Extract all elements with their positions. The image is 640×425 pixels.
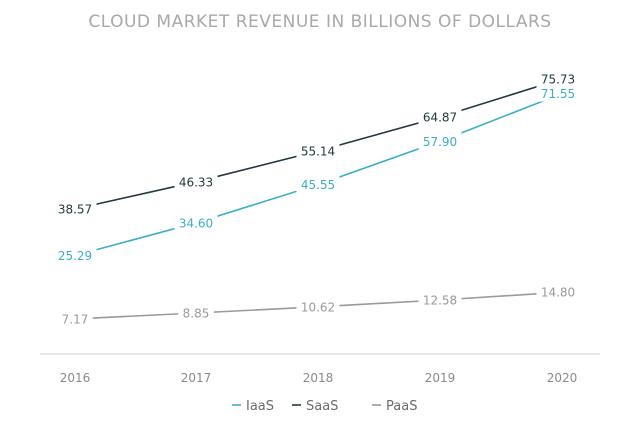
data-label-saas: 64.87 (423, 111, 457, 125)
data-label-bg-saas (536, 69, 580, 87)
x-tick-label: 2017 (181, 371, 212, 385)
data-label-bg-iaas (536, 84, 580, 102)
legend-label-paas: PaaS (386, 399, 417, 414)
data-label-saas: 38.57 (58, 203, 92, 217)
data-label-paas: 7.17 (62, 312, 89, 326)
data-label-bg-saas (418, 108, 462, 125)
data-label-paas: 14.80 (541, 286, 575, 300)
data-label-saas: 46.33 (179, 175, 213, 189)
x-tick-label: 2020 (547, 371, 578, 385)
legend: IaaS SaaS PaaS (232, 399, 417, 414)
data-label-bg-iaas (418, 132, 462, 150)
data-label-saas: 75.73 (541, 72, 575, 86)
data-label-paas: 8.85 (183, 307, 210, 321)
legend-label-saas: SaaS (306, 399, 338, 414)
data-label-bg-paas (296, 297, 340, 315)
x-tick-label: 2019 (425, 371, 456, 385)
data-label-bg-paas (418, 291, 462, 308)
x-tick-label: 2016 (60, 371, 91, 385)
data-label-saas: 55.14 (301, 145, 335, 159)
data-label-bg-paas (57, 309, 93, 327)
series-line-iaas (74, 92, 563, 257)
data-label-bg-paas (536, 283, 580, 301)
data-label-paas: 10.62 (301, 300, 335, 314)
data-label-bg-iaas (174, 213, 218, 231)
data-label-iaas: 45.55 (301, 178, 335, 192)
data-label-bg-saas (296, 142, 340, 159)
data-label-bg-saas (53, 200, 97, 217)
data-label-iaas: 57.90 (423, 135, 457, 149)
data-label-bg-iaas (296, 175, 340, 193)
data-label-bg-saas (174, 172, 218, 190)
data-label-iaas: 71.55 (541, 87, 575, 101)
x-tick-label: 2018 (303, 371, 334, 385)
data-label-bg-paas (178, 304, 214, 321)
data-label-bg-iaas (53, 246, 97, 264)
data-label-paas: 12.58 (423, 294, 457, 308)
legend-label-iaas: IaaS (246, 399, 274, 414)
x-tick-labels: 2016 2017 2018 2019 2020 (60, 371, 578, 385)
data-label-iaas: 34.60 (179, 216, 213, 230)
series-layer (74, 78, 563, 320)
chart-title: CLOUD MARKET REVENUE IN BILLIONS OF DOLL… (88, 12, 551, 32)
data-label-iaas: 25.29 (58, 249, 92, 263)
data-labels-layer: 25.29 34.60 45.55 57.90 71.55 38.57 46.33 55.14… (53, 69, 580, 327)
